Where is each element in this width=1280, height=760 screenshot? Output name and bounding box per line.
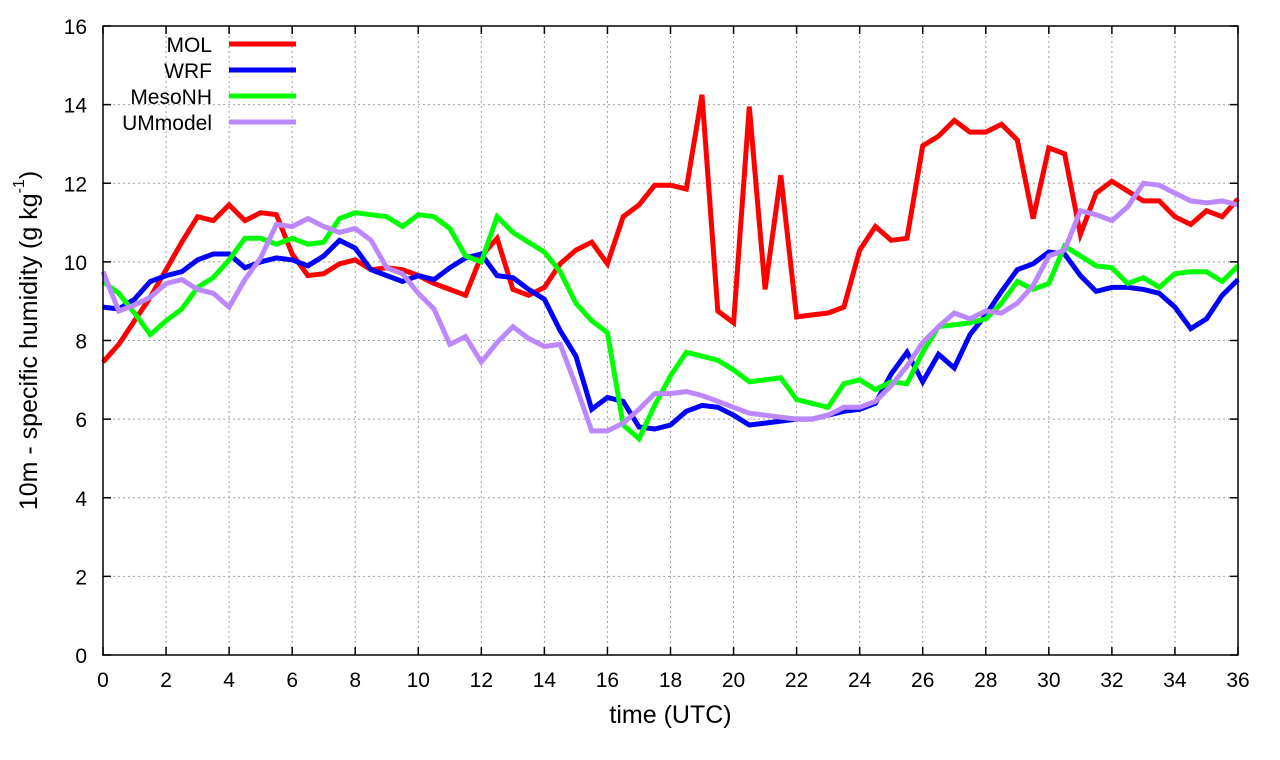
- legend-label-mesonh: MesoNH: [130, 86, 212, 109]
- y-axis-title-close: ): [15, 171, 43, 179]
- y-tick-label: 4: [75, 488, 87, 511]
- x-tick-label: 28: [974, 669, 997, 692]
- x-tick-label: 26: [911, 669, 934, 692]
- ticks: [102, 25, 1239, 656]
- x-tick-label: 34: [1163, 669, 1187, 692]
- y-axis-title-main: 10m - specific humidity (g kg: [15, 193, 43, 510]
- y-tick-label: 10: [64, 252, 87, 275]
- y-tick-label: 2: [75, 566, 87, 589]
- x-tick-label: 30: [1037, 669, 1060, 692]
- x-tick-label: 24: [848, 669, 872, 692]
- series-line-mesonh: [101, 210, 1240, 443]
- y-tick-label: 6: [75, 409, 87, 432]
- x-tick-label: 14: [533, 669, 557, 692]
- x-tick-label: 22: [785, 669, 808, 692]
- series-line-ummodel: [100, 180, 1239, 434]
- x-tick-label: 12: [470, 669, 493, 692]
- x-tick-label: 4: [223, 669, 235, 692]
- y-tick-label: 16: [64, 16, 87, 39]
- x-tick-labels: 0 2 4 6 8 10 12 14 16 18 20 22 24 26 28 30 32 34 36: [97, 669, 1250, 692]
- y-tick-label: 0: [75, 645, 87, 668]
- x-tick-label: 6: [286, 669, 298, 692]
- y-tick-label: 8: [75, 331, 87, 354]
- y-axis-title: 10m - specific humidity (g kg-1): [11, 171, 42, 510]
- x-tick-label: 36: [1226, 669, 1249, 692]
- y-tick-label: 14: [64, 95, 88, 118]
- grid: [103, 26, 1238, 655]
- x-tick-label: 10: [407, 669, 430, 692]
- x-tick-label: 2: [160, 669, 172, 692]
- y-tick-labels: 0 2 4 6 8 10 12 14 16: [64, 16, 88, 668]
- legend-label-wrf: WRF: [164, 60, 212, 83]
- x-tick-label: 8: [349, 669, 361, 692]
- x-tick-label: 0: [97, 669, 109, 692]
- x-axis-title: time (UTC): [609, 701, 731, 729]
- x-tick-label: 20: [722, 669, 745, 692]
- series-line-wrf: [102, 237, 1240, 432]
- series-line-mol: [101, 94, 1240, 364]
- legend-label-ummodel: UMmodel: [122, 112, 212, 135]
- x-tick-label: 18: [659, 669, 682, 692]
- x-tick-label: 32: [1100, 669, 1123, 692]
- y-axis-title-superscript: -1: [11, 179, 28, 193]
- series-lines: [100, 94, 1240, 443]
- y-tick-label: 12: [64, 173, 87, 196]
- legend-label-mol: MOL: [166, 34, 212, 57]
- legend: MOL WRF MesoNH UMmodel: [122, 34, 296, 135]
- x-tick-label: 16: [596, 669, 619, 692]
